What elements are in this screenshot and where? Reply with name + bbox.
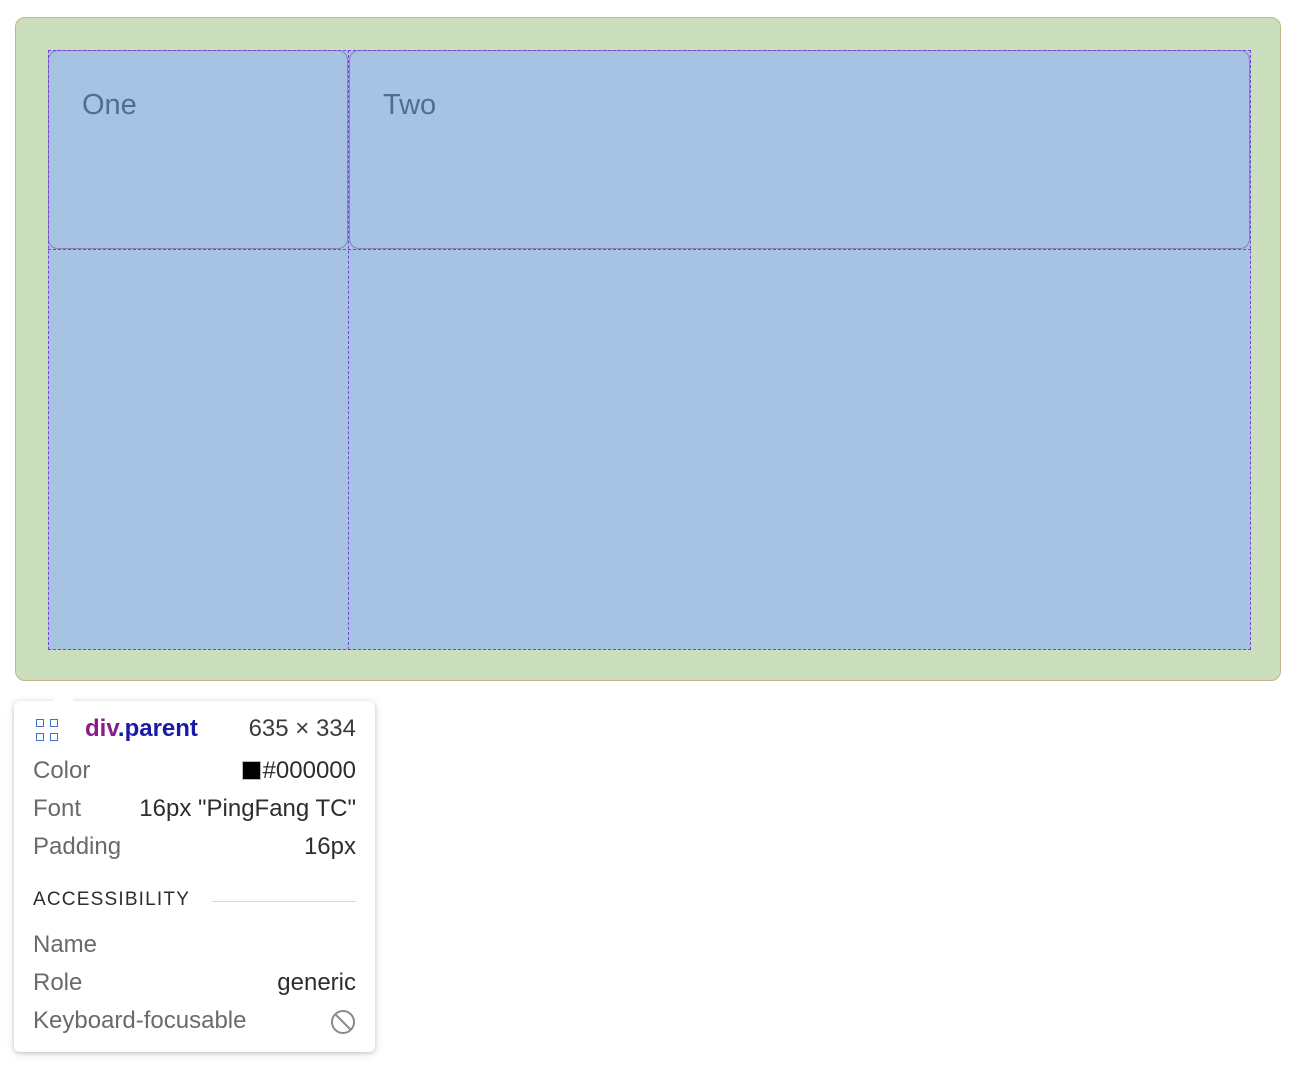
tooltip-row-keyboard-focusable: Keyboard-focusable bbox=[33, 1007, 356, 1037]
accessibility-heading: ACCESSIBILITY bbox=[33, 889, 191, 910]
row-value: 16px "PingFang TC" bbox=[139, 795, 356, 822]
grid-line-col-right bbox=[1250, 50, 1251, 650]
tooltip-header: div.parent 635 × 334 bbox=[34, 715, 356, 745]
grid-line-row-bottom bbox=[48, 649, 1251, 650]
row-key: Color bbox=[33, 757, 91, 784]
not-allowed-icon bbox=[331, 1010, 355, 1034]
grid-item-one: One bbox=[48, 50, 348, 249]
element-selector: div.parent bbox=[85, 715, 198, 743]
row-key: Font bbox=[33, 795, 82, 822]
grid-line-row-middle bbox=[48, 249, 1251, 250]
row-key: Padding bbox=[33, 833, 122, 860]
section-divider bbox=[212, 901, 356, 902]
element-tag: div bbox=[85, 715, 118, 742]
row-value: generic bbox=[277, 969, 356, 996]
grid-icon bbox=[34, 717, 62, 743]
color-swatch bbox=[241, 761, 261, 780]
color-value: #000000 bbox=[262, 757, 356, 784]
tooltip-row-padding: Padding 16px bbox=[33, 833, 356, 863]
row-value: 16px bbox=[303, 833, 356, 860]
grid-item-two: Two bbox=[349, 50, 1250, 249]
row-value: #000000 bbox=[241, 757, 356, 785]
grid-item-label: Two bbox=[383, 89, 437, 121]
element-size: 635 × 334 bbox=[248, 715, 356, 742]
tooltip-row-name: Name bbox=[33, 931, 356, 961]
inspect-tooltip: div.parent 635 × 334 Color #000000 Font … bbox=[14, 690, 375, 1052]
grid-item-label: One bbox=[82, 89, 137, 121]
tooltip-row-role: Role generic bbox=[33, 969, 356, 999]
row-key: Keyboard-focusable bbox=[33, 1007, 247, 1034]
grid-line-col-left bbox=[48, 50, 49, 650]
grid-line-row-top bbox=[48, 50, 1251, 51]
element-class: .parent bbox=[117, 715, 198, 742]
tooltip-row-color: Color #000000 bbox=[33, 757, 356, 787]
row-key: Role bbox=[33, 969, 83, 996]
tooltip-arrow bbox=[51, 690, 75, 702]
tooltip-row-font: Font 16px "PingFang TC" bbox=[33, 795, 356, 825]
row-key: Name bbox=[33, 931, 98, 958]
grid-line-col-middle bbox=[348, 50, 349, 650]
